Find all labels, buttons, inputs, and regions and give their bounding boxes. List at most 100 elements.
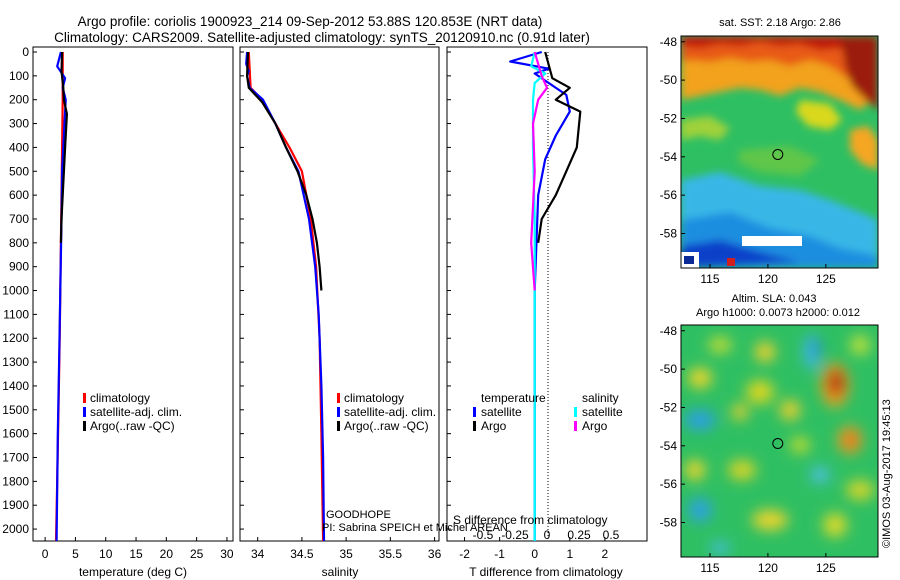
sst-map-title: sat. SST: 2.18 Argo: 2.86 [719,17,841,29]
series-line-climatology [247,51,325,542]
sla-map-frame [680,324,879,558]
lat-tick-label: -54 [660,150,678,164]
lon-tick-label: 120 [758,272,778,286]
series-line-satellite-adj-clim- [55,51,67,542]
difference-profile-panel: -2 -1 0 1 2 -0.5 -0.25 0 0.25 0.5 T difference f… [446,46,648,579]
depth-axis: 0 100 200 300 400 500 600 700 800 900 1000 1100 1200… [2,45,37,536]
series-line-temperature-satellite [509,50,571,541]
y-tick-label: 1300 [2,355,29,369]
figure-title-line1: Argo profile: coriolis 1900923_214 09-Se… [78,14,543,29]
sla-map-subtitle: Argo h1000: 0.0073 h2000: 0.012 [696,307,860,319]
difference-legend: temperature salinity satellite Argo sate… [473,391,623,433]
x-tick-label: -2 [459,547,470,561]
sst-map-panel: sat. SST: 2.18 Argo: 2.86 11 [660,17,879,286]
lon-tick-label: 120 [758,561,778,575]
y-tick-label: 2000 [2,522,29,536]
y-tick-label: 1100 [3,307,29,321]
temperature-plot-frame [32,46,234,542]
y-tick-label: 900 [9,260,29,274]
secondary-x-tick-label: 0.5 [603,528,620,542]
legend-label-sal-argo: Argo [582,419,608,433]
lat-tick-label: -48 [660,324,678,338]
secondary-x-tick-label: 0.25 [567,528,591,542]
y-tick-label: 600 [9,188,29,202]
legend-swatch-climatology [83,393,86,403]
sst-lon-axis: 115 120 125 [700,264,836,286]
y-tick-label: 1600 [2,427,29,441]
x-tick-label: 20 [160,547,174,561]
lat-tick-label: -54 [660,439,678,453]
series-line-argo-raw-qc- [59,51,69,243]
lat-tick-label: -56 [660,477,678,491]
lon-tick-label: 115 [700,272,719,286]
sla-map-panel: Altim. SLA: 0.043 Argo h1000: 0.0073 h20… [660,293,879,575]
argo-location-marker [772,149,784,160]
lat-tick-label: -48 [660,35,678,49]
salinity-plot-frame [239,46,440,542]
figure-title-line2: Climatology: CARS2009. Satellite-adjuste… [54,30,590,45]
legend-label-temp-argo: Argo [481,419,507,433]
sla-lat-axis: -48 -50 -52 -54 -56 -58 [660,324,685,529]
legend-swatch-sal-satellite [574,407,577,417]
y-tick-label: 1900 [2,498,29,512]
temperature-series [54,51,69,542]
lon-tick-label: 115 [700,561,719,575]
sla-lon-axis: 115 120 125 [700,553,836,575]
secondary-x-tick-label: 0 [544,528,551,542]
legend-swatch-temp-satellite [473,407,476,417]
series-line-satellite-adj-clim- [245,51,326,542]
legend-header-temperature: temperature [481,391,546,405]
legend-swatch-sal-argo [574,421,577,431]
temperature-axis: 0 5 10 15 20 25 30 [42,537,234,561]
secondary-x-tick-label: -0.25 [501,528,529,542]
lon-tick-label: 125 [816,272,836,286]
lat-tick-label: -52 [660,400,678,414]
y-tick-label: 400 [9,140,29,154]
x-tick-label: 15 [129,547,143,561]
secondary-x-tick-label: -0.5 [473,528,494,542]
difference-depth-ticks [447,51,451,530]
legend-label-argo: Argo(..raw -QC) [90,419,175,433]
y-tick-label: 200 [9,93,29,107]
x-tick-label: 25 [190,547,204,561]
series-line-temperature-argo [537,51,582,243]
y-tick-label: 500 [9,164,29,178]
legend-swatch-satellite [337,407,340,417]
lat-tick-label: -56 [660,188,678,202]
x-tick-label: 30 [220,547,234,561]
series-line-argo-raw-qc- [246,51,323,291]
legend-swatch-temp-argo [473,421,476,431]
legend-swatch-climatology [337,393,340,403]
sst-map-frame [680,35,879,269]
x-tick-label: 1 [566,547,573,561]
legend-swatch-argo [337,421,340,431]
x-tick-label: 0 [42,547,49,561]
sst-lat-axis: -48 -50 -52 -54 -56 -58 [660,35,685,240]
t-difference-xlabel: T difference from climatology [469,565,623,579]
y-tick-label: 1800 [2,474,29,488]
legend-label-sal-satellite: satellite [582,405,623,419]
lat-tick-label: -50 [660,362,678,376]
series-line-salinity-argo [530,51,549,291]
sst-map-image [681,36,878,268]
difference-plot-frame [446,46,648,542]
s-difference-label: S difference from climatology [453,513,608,527]
y-tick-label: 0 [22,45,29,59]
legend-label-climatology: climatology [344,391,404,405]
y-tick-label: 300 [9,117,29,131]
credit-label: ©IMOS 03-Aug-2017 19:45:13 [881,399,893,548]
lat-tick-label: -50 [660,73,678,87]
lat-tick-label: -58 [660,515,678,529]
y-tick-label: 1700 [2,451,29,465]
y-tick-label: 100 [9,69,29,83]
salinity-legend: climatology satellite-adj. clim. Argo(..… [337,391,436,433]
salinity-axis: 34 34.5 35 35.5 36 [251,537,442,561]
temperature-xlabel: temperature (deg C) [79,565,187,579]
lat-tick-label: -58 [660,226,678,240]
lon-tick-label: 125 [816,561,836,575]
legend-swatch-satellite [83,407,86,417]
salinity-series [245,51,326,542]
salinity-profile-panel: 34 34.5 35 35.5 36 salinity climatology sate… [239,46,508,579]
sla-map-title: Altim. SLA: 0.043 [732,293,817,305]
